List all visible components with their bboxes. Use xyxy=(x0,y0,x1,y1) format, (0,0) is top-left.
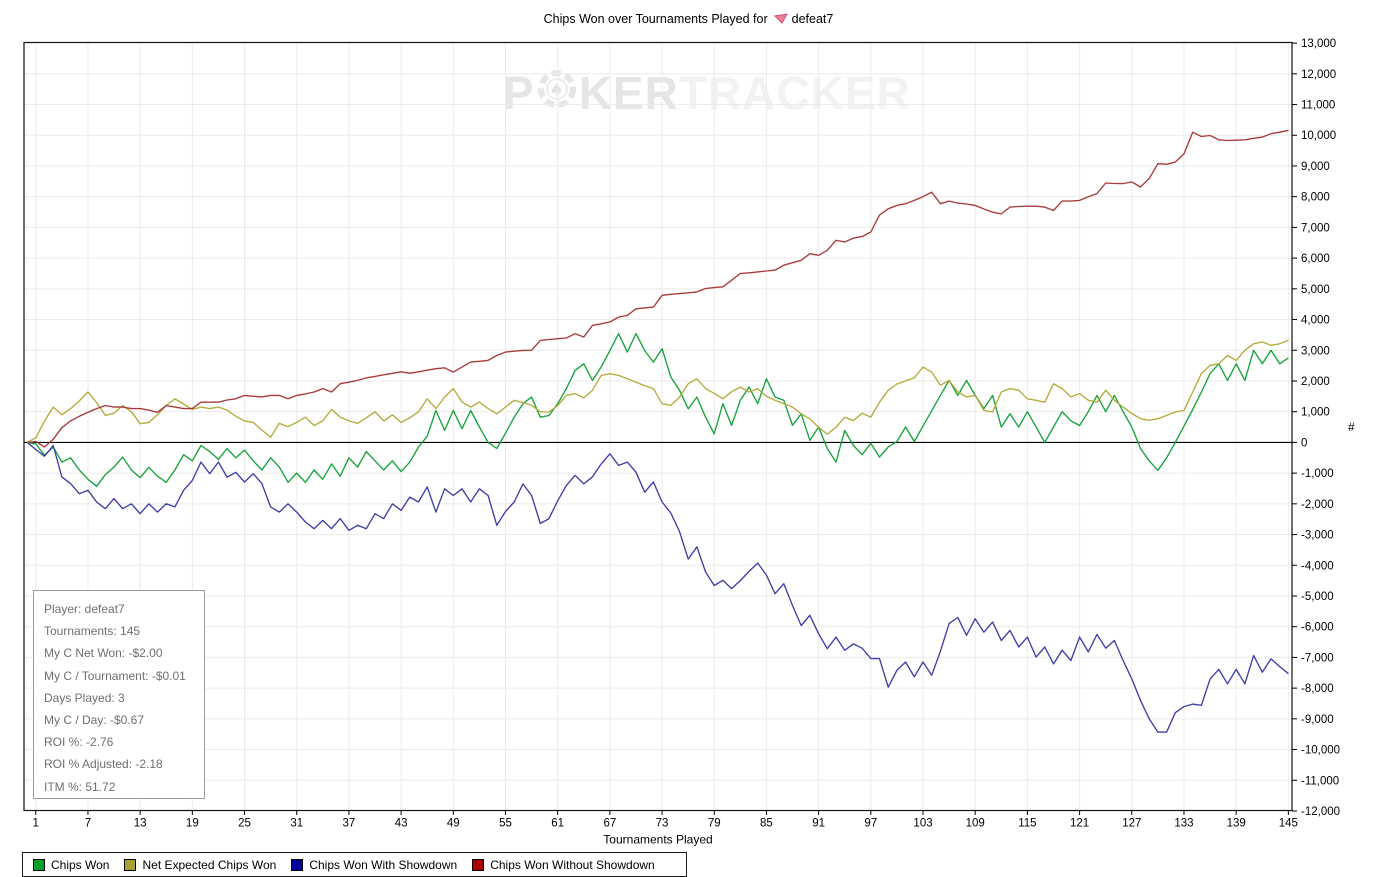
stat-line: Days Played: 3 xyxy=(44,690,125,705)
y-axis-tick-label: 12,000 xyxy=(1301,69,1336,81)
legend-swatch-icon xyxy=(124,858,137,871)
x-axis-tick-label: 43 xyxy=(395,818,408,830)
x-axis-tick-label: 19 xyxy=(186,818,199,830)
y-axis-tick-label: -10,000 xyxy=(1301,745,1340,757)
y-axis-tick-label: -8,000 xyxy=(1301,683,1334,695)
chart-title: Chips Won over Tournaments Played for def… xyxy=(0,12,1377,27)
series-line-chips-won-with-showdown xyxy=(26,441,1289,733)
chart-legend: Chips Won Net Expected Chips Won Chips Won… xyxy=(22,852,687,877)
x-axis-tick-label: 55 xyxy=(499,818,512,830)
legend-item: Chips Won With Showdown xyxy=(291,858,457,872)
y-axis-tick-label: -11,000 xyxy=(1301,775,1339,787)
x-axis-tick-label: 127 xyxy=(1122,818,1141,830)
stat-line: Player: defeat7 xyxy=(44,602,125,616)
y-axis-tick-label: 6,000 xyxy=(1301,253,1330,265)
stat-line: My C / Day: -$0.67 xyxy=(44,712,145,727)
x-axis-tick-label: 49 xyxy=(447,818,460,830)
x-axis-tick-label: 85 xyxy=(760,818,773,830)
svg-text:♠: ♠ xyxy=(549,80,564,99)
x-axis-tick-label: 79 xyxy=(708,818,721,830)
player-name: defeat7 xyxy=(791,12,834,26)
x-axis-title: Tournaments Played xyxy=(603,833,712,847)
stat-line: My C Net Won: -$2.00 xyxy=(44,646,163,661)
legend-item: Net Expected Chips Won xyxy=(124,858,276,872)
x-axis-tick-label: 61 xyxy=(551,818,564,830)
series-line-net-expected-chips-won xyxy=(26,339,1289,443)
x-axis-tick-label: 115 xyxy=(1018,818,1036,830)
stat-line: ROI %: -2.76 xyxy=(44,735,114,750)
watermark-text-ker: KER xyxy=(578,67,679,119)
y-axis-tick-label: -9,000 xyxy=(1301,714,1334,726)
legend-label: Chips Won Without Showdown xyxy=(490,857,655,872)
y-axis-tick-label: 5,000 xyxy=(1301,284,1330,296)
legend-label: Chips Won With Showdown xyxy=(309,857,458,872)
y-axis-tick-label: 0 xyxy=(1301,437,1307,449)
x-axis-tick-label: 67 xyxy=(603,818,616,830)
legend-label: Net Expected Chips Won xyxy=(142,857,277,872)
y-axis-tick-label: -5,000 xyxy=(1301,591,1334,603)
legend-item: Chips Won xyxy=(33,858,109,872)
legend-swatch-icon xyxy=(472,858,485,871)
legend-label: Chips Won xyxy=(51,857,110,872)
y-axis-tick-label: -1,000 xyxy=(1301,468,1334,480)
stat-line: ITM %: 51.72 xyxy=(44,779,116,794)
x-axis-tick-label: 145 xyxy=(1279,818,1298,830)
x-axis-tick-label: 109 xyxy=(966,818,985,830)
session-stats-box: Player: defeat7 Tournaments: 145 My C Net … xyxy=(33,590,205,799)
chart-title-text: Chips Won over Tournaments Played for xyxy=(543,12,768,26)
poker-site-icon xyxy=(773,13,788,27)
y-axis-tick-label: 4,000 xyxy=(1301,315,1330,327)
x-axis-tick-label: 139 xyxy=(1227,818,1246,830)
y-axis-tick-label: -7,000 xyxy=(1301,652,1334,664)
y-axis-tick-label: -12,000 xyxy=(1301,806,1340,818)
series-line-chips-won xyxy=(26,333,1289,487)
x-axis-tick-label: 7 xyxy=(85,818,91,830)
x-axis-tick-label: 133 xyxy=(1174,818,1193,830)
legend-swatch-icon xyxy=(291,858,304,871)
y-axis-tick-label: 13,000 xyxy=(1301,38,1336,50)
poker-chip-icon: ♠ xyxy=(537,66,577,120)
y-axis-tick-label: -4,000 xyxy=(1301,560,1334,572)
x-axis-tick-label: 37 xyxy=(343,818,356,830)
x-axis-tick-label: 97 xyxy=(864,818,877,830)
x-axis-tick-label: 103 xyxy=(913,818,932,830)
stat-line: My C / Tournament: -$0.01 xyxy=(44,668,186,683)
y-axis-tick-label: -6,000 xyxy=(1301,622,1334,634)
stat-line: Tournaments: 145 xyxy=(44,624,141,639)
y-axis-unit-label: # xyxy=(1348,420,1355,434)
y-axis-tick-label: 8,000 xyxy=(1301,192,1330,204)
y-axis-tick-label: 10,000 xyxy=(1301,130,1336,142)
y-axis-tick-label: -3,000 xyxy=(1301,530,1334,542)
x-axis-tick-label: 25 xyxy=(238,818,251,830)
legend-swatch-icon xyxy=(33,858,45,871)
x-axis-tick-label: 31 xyxy=(290,818,303,830)
series-line-chips-won-without-showdown xyxy=(27,129,1289,448)
x-axis-tick-label: 13 xyxy=(134,818,147,830)
y-axis-tick-label: -2,000 xyxy=(1301,499,1334,511)
stat-line: ROI % Adjusted: -2.18 xyxy=(44,757,163,772)
x-axis-tick-label: 1 xyxy=(33,818,39,830)
watermark-text-p: P xyxy=(503,67,535,119)
y-axis-tick-label: 11,000 xyxy=(1301,100,1335,112)
y-axis-tick-label: 3,000 xyxy=(1301,345,1330,357)
y-axis-tick-label: 1,000 xyxy=(1301,407,1330,419)
y-axis-tick-label: 2,000 xyxy=(1301,376,1330,388)
x-axis-tick-label: 73 xyxy=(656,818,669,830)
x-axis-tick-label: 91 xyxy=(812,818,825,830)
x-axis-tick-label: 121 xyxy=(1070,818,1089,830)
legend-item: Chips Won Without Showdown xyxy=(472,858,655,872)
y-axis-tick-label: 7,000 xyxy=(1301,222,1330,234)
plot-frame xyxy=(23,41,1293,812)
y-axis-tick-label: 9,000 xyxy=(1301,161,1330,173)
